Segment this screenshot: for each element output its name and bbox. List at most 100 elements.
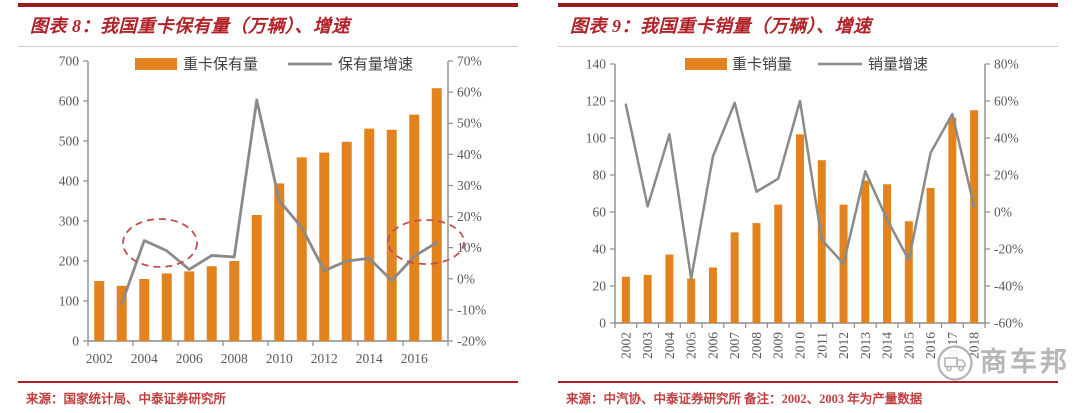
- bar-2010: [796, 134, 804, 323]
- watermark-text: 商车邦: [980, 347, 1070, 377]
- bar-2018: [970, 110, 979, 323]
- bar-2004: [139, 279, 150, 341]
- y-left-tick-label: 0: [599, 316, 606, 331]
- growth-line: [624, 99, 976, 280]
- x-tick-label: 2016: [401, 351, 428, 366]
- y-left-tick-label: 20: [593, 279, 607, 294]
- legend-bar-swatch: [135, 58, 177, 70]
- highlight-ellipse: [387, 219, 465, 265]
- panel-top-rule: [558, 3, 1058, 7]
- bar-2017: [948, 117, 957, 324]
- y-left-tick-label: 80: [593, 168, 607, 183]
- x-tick-label: 2003: [640, 332, 655, 359]
- x-tick-label: 2007: [727, 332, 742, 359]
- bar-2010: [274, 183, 285, 341]
- x-tick-label: 2016: [923, 332, 938, 359]
- y-left-tick-label: 500: [59, 134, 80, 149]
- x-tick-label: 2006: [705, 332, 720, 359]
- ownership-chart: 0 100 200 300 400 500 600 700 -20% -10% 0% 10% 20% 30…: [59, 54, 487, 367]
- bar-2014: [364, 128, 375, 341]
- y-right-tick-label: 40%: [994, 131, 1019, 146]
- y-right-tick-label: 20%: [994, 168, 1019, 183]
- bar-2008: [229, 261, 240, 341]
- x-tick-label: 2002: [86, 351, 113, 366]
- title-divider: [558, 46, 1058, 47]
- x-tick-label: 2004: [131, 351, 158, 366]
- y-right-tick-label: -40%: [994, 279, 1023, 294]
- x-tick-label: 2005: [684, 332, 699, 359]
- chart-title-ownership: 图表 8：我国重卡保有量（万辆）、增速: [30, 16, 350, 36]
- source-note-sales: 来源：中汽协、中泰证券研究所 备注：2002、2003 年为产量数据: [566, 392, 923, 406]
- x-tick-label: 2002: [618, 332, 633, 359]
- y-right-tick-label: 60%: [457, 85, 482, 100]
- bar-2012: [319, 152, 330, 341]
- bar-2009: [251, 215, 262, 341]
- x-tick-label: 2011: [814, 332, 829, 359]
- y-right-tick-label: 30%: [457, 178, 482, 193]
- bar-2002: [621, 276, 630, 323]
- y-right-tick-label: 20%: [457, 209, 482, 224]
- y-left-tick-label: 0: [72, 334, 79, 349]
- y-right-tick-label: 40%: [457, 147, 482, 162]
- bar-2006: [708, 267, 717, 323]
- x-tick-label: 2008: [749, 332, 764, 359]
- bar-2016: [409, 114, 420, 341]
- y-right-tick-label: 50%: [457, 116, 482, 131]
- bar-2002: [94, 281, 105, 341]
- y-left-tick-label: 700: [59, 54, 80, 69]
- bar-2004: [665, 254, 674, 323]
- x-tick-label: 2015: [901, 332, 916, 359]
- y-left-tick-label: 40: [593, 242, 607, 257]
- bar-2009: [774, 204, 783, 323]
- y-left-tick-label: 100: [59, 294, 80, 309]
- truck-icon: [937, 345, 973, 381]
- y-right-tick-label: 0%: [457, 271, 475, 286]
- bar-2011: [296, 157, 307, 341]
- y-right-tick-label: -20%: [994, 242, 1023, 257]
- bar-2003: [643, 274, 652, 323]
- title-divider: [18, 46, 518, 47]
- x-tick-label: 2006: [176, 351, 203, 366]
- bar-2005: [161, 273, 172, 341]
- bar-2013: [341, 141, 352, 341]
- bar-2017: [431, 88, 442, 341]
- x-tick-label: 2008: [221, 351, 248, 366]
- bar-2005: [687, 278, 696, 323]
- panel-top-rule: [18, 3, 518, 7]
- x-tick-label: 2014: [356, 351, 383, 366]
- y-left-tick-label: 600: [59, 94, 80, 109]
- bar-2015: [904, 221, 913, 323]
- y-left-tick-label: 200: [59, 254, 80, 269]
- highlight-ellipse: [122, 218, 198, 268]
- y-left-tick-label: 120: [586, 94, 607, 109]
- bar-2007: [206, 266, 217, 341]
- bar-2006: [184, 271, 195, 341]
- x-tick-label: 2012: [311, 351, 338, 366]
- x-tick-label: 2010: [266, 351, 293, 366]
- legend-bar-label: 重卡销量: [732, 56, 792, 73]
- y-right-tick-label: -20%: [457, 334, 486, 349]
- y-right-tick-label: 0%: [994, 205, 1012, 220]
- y-right-tick-label: 70%: [457, 54, 482, 69]
- y-left-tick-label: 400: [59, 174, 80, 189]
- chart-title-sales: 图表 9：我国重卡销量（万辆）、增速: [570, 16, 872, 36]
- bar-2008: [752, 223, 761, 323]
- growth-line: [120, 98, 439, 306]
- x-tick-label: 2004: [662, 332, 677, 359]
- y-right-tick-label: 10%: [457, 240, 482, 255]
- bar-2016: [926, 187, 935, 323]
- y-left-tick-label: 300: [59, 214, 80, 229]
- legend-line-label: 保有量增速: [338, 56, 413, 73]
- bar-2007: [730, 232, 739, 323]
- bar-2015: [386, 129, 397, 341]
- x-tick-label: 2012: [836, 332, 851, 359]
- y-right-tick-label: -60%: [994, 316, 1023, 331]
- source-note-ownership: 来源：国家统计局、中泰证券研究所: [26, 392, 227, 406]
- source-divider: [558, 381, 1058, 383]
- panel-ownership: 图表 8：我国重卡保有量（万辆）、增速 0 100 200 300 400 500 600 7…: [18, 3, 518, 406]
- bar-2013: [861, 180, 870, 323]
- legend-bar-label: 重卡保有量: [183, 56, 258, 73]
- y-left-tick-label: 100: [586, 131, 607, 146]
- legend-bar-swatch: [685, 58, 727, 70]
- bar-2003: [116, 285, 127, 341]
